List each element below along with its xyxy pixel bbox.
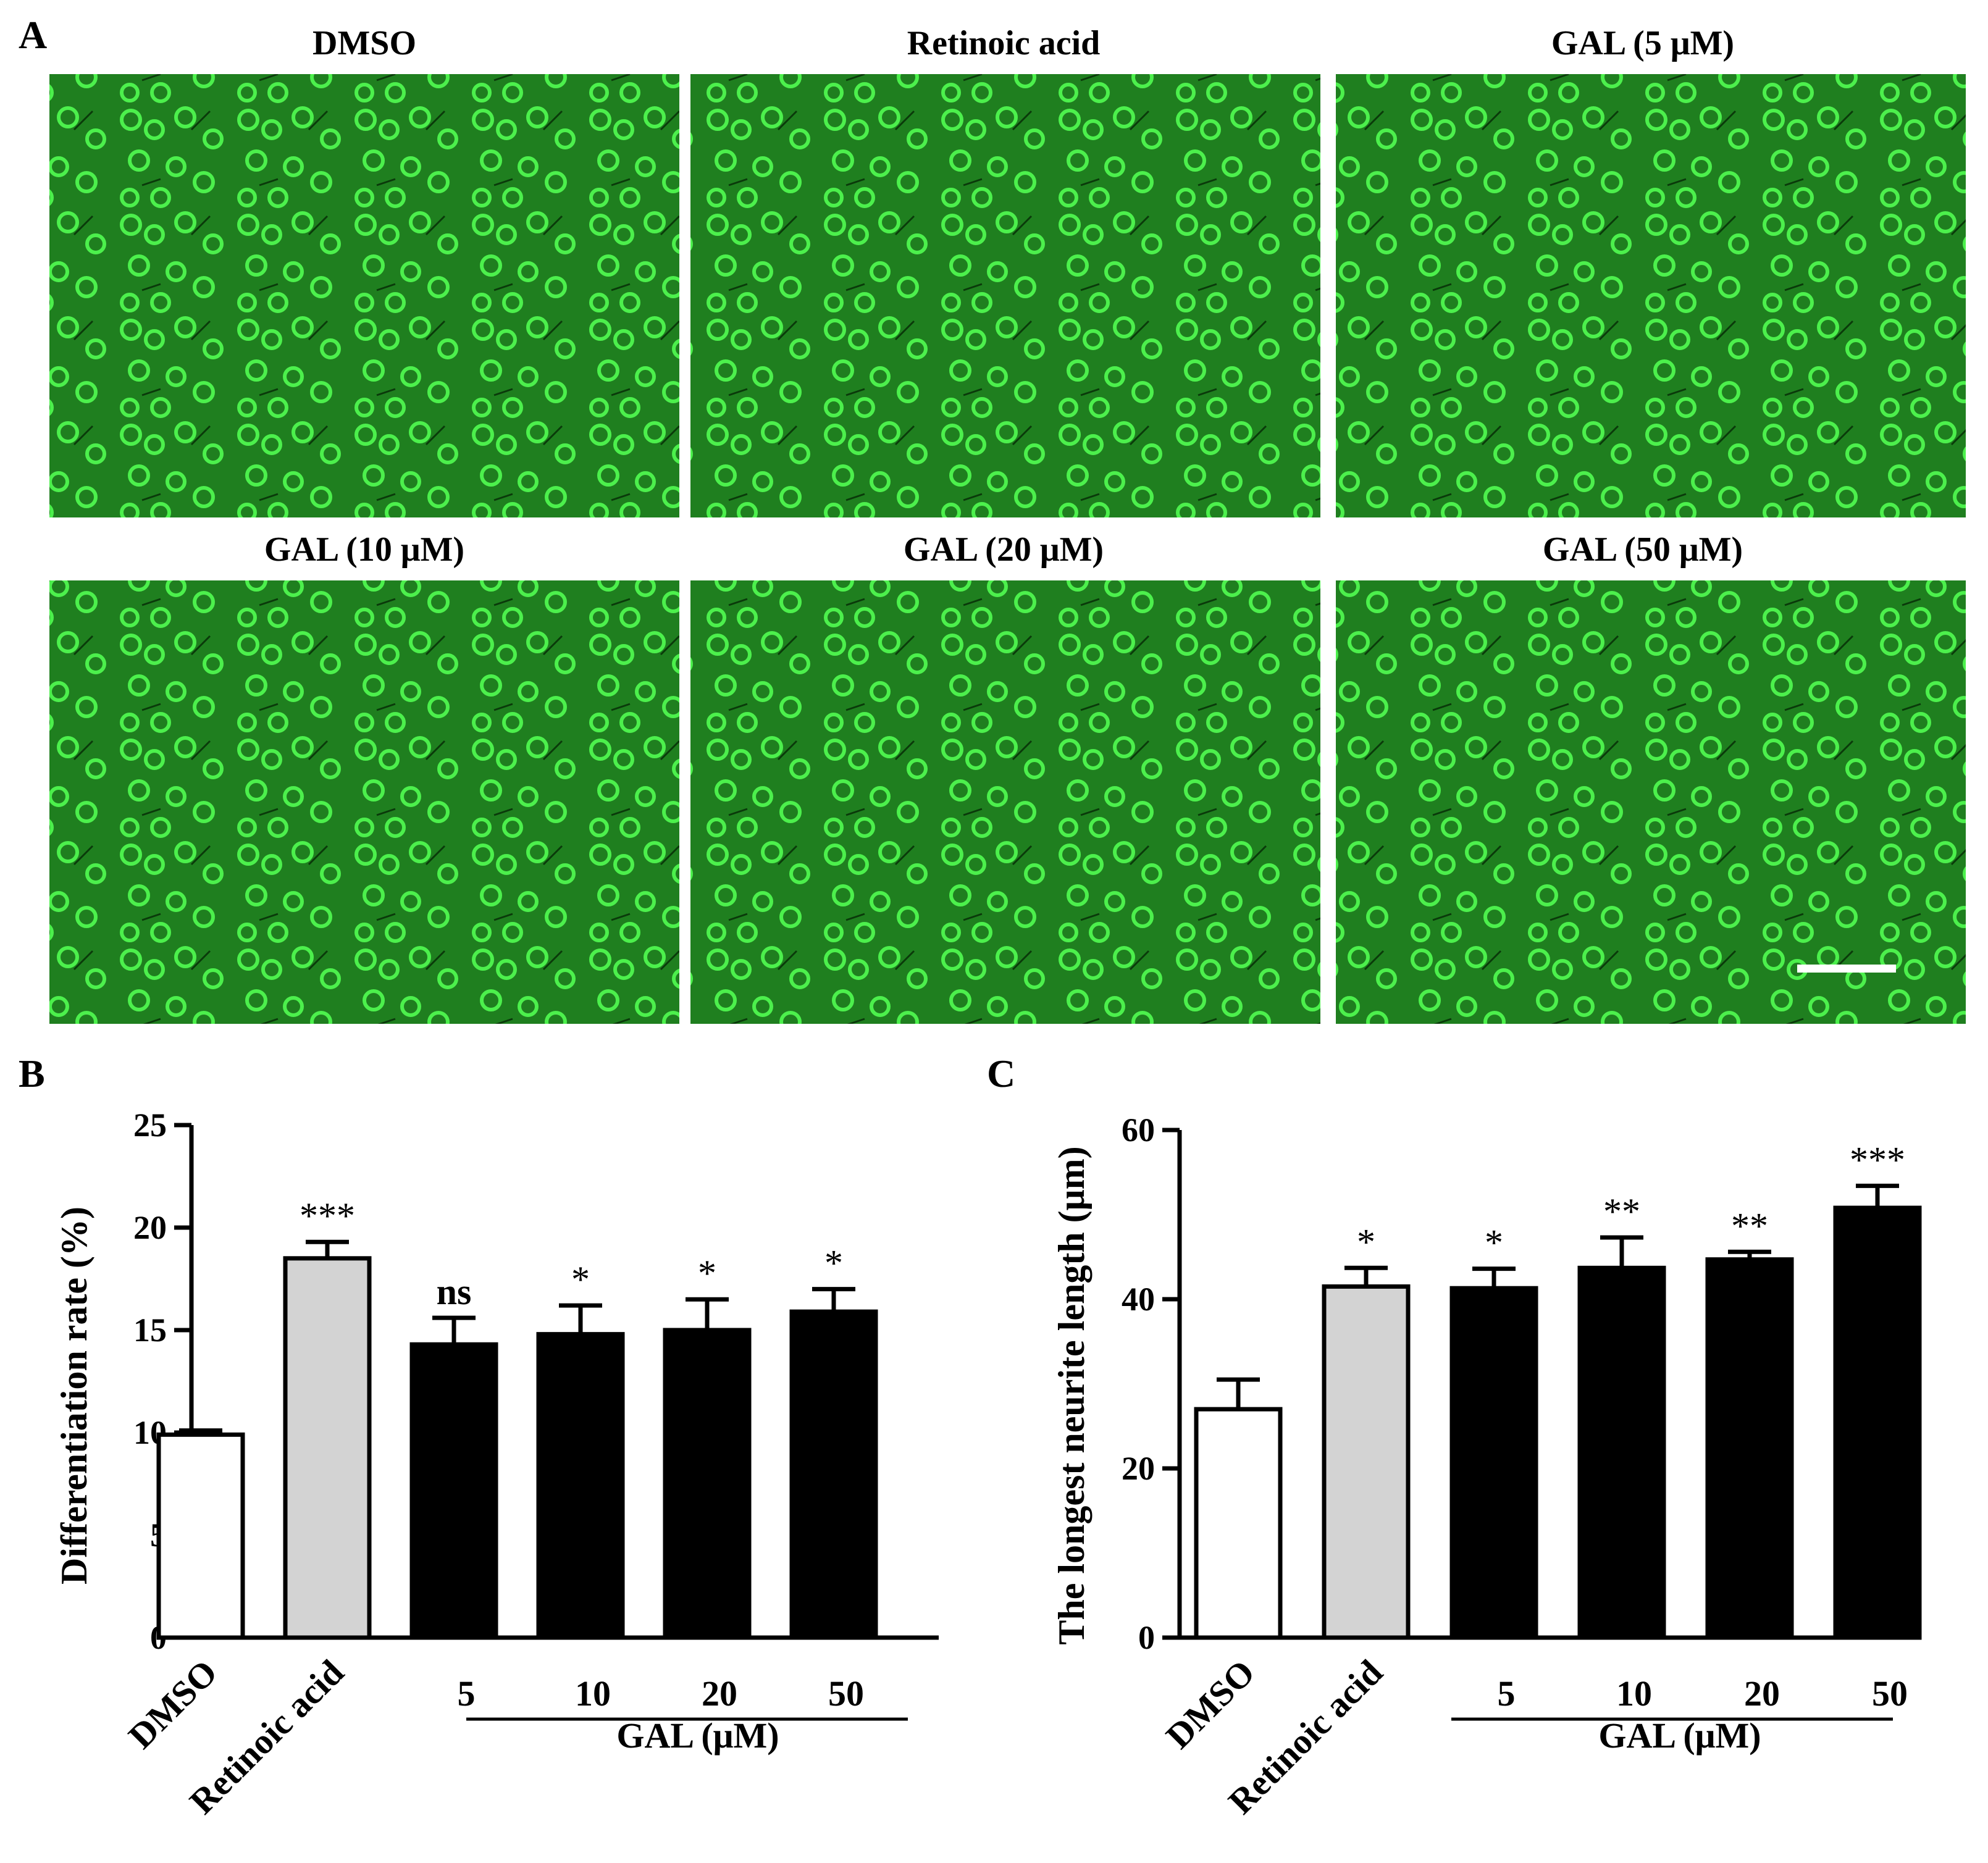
- chart-c-bar: [1449, 1286, 1538, 1640]
- chart-c-ytick-label: 60: [1122, 1112, 1155, 1149]
- chart-c-bar: [1194, 1407, 1283, 1640]
- chart-b-bar: [789, 1309, 878, 1640]
- micrograph-title-retinoic-acid: Retinoic acid: [907, 24, 1101, 62]
- chart-c-ytick-label: 0: [1138, 1619, 1155, 1656]
- chart-c-significance-label: **: [1731, 1205, 1768, 1246]
- panel-letter-c: C: [987, 1052, 1015, 1095]
- chart-b-category-label: 10: [575, 1673, 611, 1714]
- chart-c-bar: [1322, 1284, 1411, 1640]
- chart-b-significance-label: ns: [437, 1271, 472, 1312]
- chart-b-group-label: GAL (μM): [616, 1715, 779, 1756]
- chart-c-significance-label: *: [1485, 1223, 1503, 1263]
- panel-letter-a: A: [19, 13, 47, 57]
- chart-b-bar: [409, 1342, 498, 1640]
- chart-c-ylabel: The longest neurite length (μm): [1051, 1146, 1092, 1644]
- chart-c-ytick-label: 20: [1122, 1450, 1155, 1487]
- chart-c-ytick-label: 40: [1122, 1281, 1155, 1318]
- chart-b-ytick-label: 25: [133, 1107, 167, 1144]
- chart-b-bar: [156, 1432, 245, 1640]
- chart-b-significance-label: *: [571, 1259, 590, 1300]
- scale-bar: [1797, 965, 1896, 973]
- chart-b-category-label: 20: [702, 1673, 737, 1714]
- chart-b-ylabel: Differentiation rate (%): [54, 1207, 94, 1585]
- chart-c-bar: [1705, 1257, 1794, 1640]
- chart-b-significance-label: *: [698, 1253, 716, 1294]
- chart-c-category-label: 20: [1744, 1673, 1780, 1714]
- micrograph-title-gal-10: GAL (10 μM): [264, 530, 464, 569]
- chart-b-significance-label: *: [824, 1243, 843, 1284]
- chart-c-category-label: 5: [1498, 1673, 1516, 1714]
- micrograph-dmso: [49, 74, 679, 517]
- chart-c-significance-label: *: [1357, 1221, 1375, 1262]
- micrograph-gal-50: [1336, 580, 1966, 1024]
- chart-b-ytick-label: 20: [133, 1209, 167, 1246]
- chart-c: The longest neurite length (μm) GAL (μM)…: [1051, 1112, 1922, 1822]
- chart-c-category-label: 50: [1872, 1673, 1908, 1714]
- micrograph-gal-10: [49, 580, 679, 1024]
- micrograph-title-gal-5: GAL (5 μM): [1551, 24, 1734, 62]
- chart-c-bar: [1577, 1265, 1666, 1640]
- micrograph-gal-5: [1336, 74, 1966, 517]
- panel-letter-b: B: [19, 1052, 45, 1095]
- micrograph-title-gal-20: GAL (20 μM): [904, 530, 1104, 569]
- chart-c-significance-label: **: [1603, 1191, 1640, 1232]
- micrograph-title-gal-50: GAL (50 μM): [1543, 530, 1743, 569]
- micrograph-gal-20: [690, 580, 1320, 1024]
- micrograph-retinoic-acid: [690, 74, 1320, 517]
- chart-c-group-label: GAL (μM): [1598, 1715, 1761, 1756]
- chart-b: Differentiation rate (%) GAL (μM) 051015…: [54, 1107, 939, 1822]
- chart-b-category-label: 50: [828, 1673, 864, 1714]
- chart-b-bar: [663, 1328, 752, 1640]
- chart-c-bar: [1833, 1205, 1922, 1640]
- micrograph-title-dmso: DMSO: [312, 24, 416, 62]
- chart-b-ytick-label: 15: [133, 1312, 167, 1349]
- chart-b-significance-label: ***: [300, 1195, 355, 1236]
- chart-b-category-label: 5: [458, 1673, 476, 1714]
- chart-c-significance-label: ***: [1850, 1139, 1905, 1180]
- chart-c-category-label: DMSO: [1158, 1652, 1262, 1756]
- chart-b-category-label: DMSO: [120, 1652, 225, 1756]
- chart-b-bar: [283, 1256, 372, 1640]
- chart-b-bar: [536, 1332, 625, 1640]
- chart-c-category-label: 10: [1616, 1673, 1652, 1714]
